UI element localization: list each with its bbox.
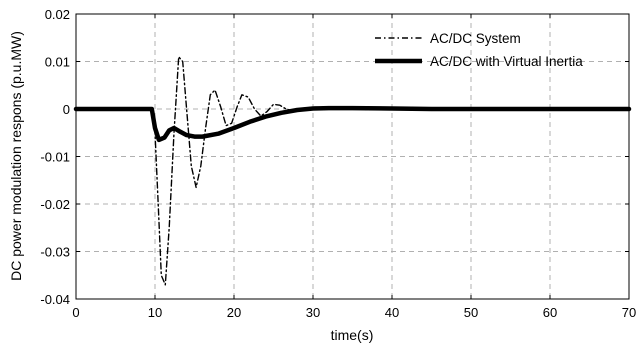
y-tick-label: -0.04 — [40, 292, 70, 307]
x-tick-label: 0 — [72, 305, 79, 320]
y-tick-label: -0.02 — [40, 197, 70, 212]
y-tick-label: 0.01 — [45, 55, 70, 70]
x-tick-label: 60 — [543, 305, 557, 320]
legend-label-virtual-inertia: AC/DC with Virtual Inertia — [430, 54, 583, 69]
x-tick-label: 70 — [622, 305, 636, 320]
x-axis-label: time(s) — [331, 327, 374, 343]
x-tick-label: 30 — [306, 305, 320, 320]
x-tick-label: 20 — [227, 305, 241, 320]
y-tick-label: 0.02 — [45, 7, 70, 22]
x-tick-label: 10 — [148, 305, 162, 320]
x-tick-label: 40 — [385, 305, 399, 320]
y-tick-label: -0.01 — [40, 150, 70, 165]
y-tick-label: -0.03 — [40, 245, 70, 260]
y-axis-label: DC power modulation respons (p.u.MW) — [8, 31, 24, 281]
legend-label-ac-dc-system: AC/DC System — [430, 31, 521, 46]
y-tick-label: 0 — [63, 102, 70, 117]
x-tick-label: 50 — [464, 305, 478, 320]
